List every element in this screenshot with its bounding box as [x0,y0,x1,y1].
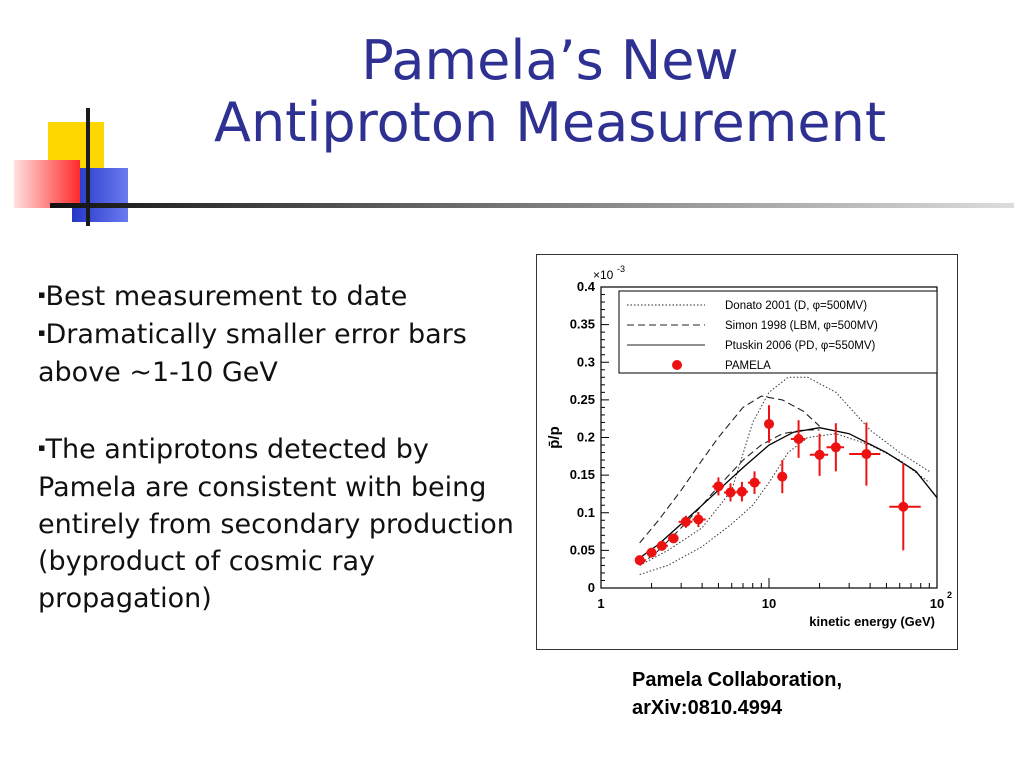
bullet-square-icon: ▪ [38,326,46,339]
y-multiplier-exponent: -3 [617,264,625,274]
legend-pamela-marker [672,360,682,370]
caption-line-1: Pamela Collaboration, [632,669,843,691]
x-axis-label: kinetic energy (GeV) [809,614,935,629]
title-line-2: Antiproton Measurement [214,91,886,154]
legend-box [618,290,938,374]
y-tick-label: 0.1 [577,505,595,520]
donato-upper-curve [639,376,930,566]
x-tick-label: 10 [762,596,776,611]
pamela-point [656,540,667,551]
pamela-point [764,418,774,429]
pamela-point [830,442,841,453]
pamela-point [713,481,724,492]
y-axis-label: p̄/p [546,426,563,449]
deco-blue-square [72,168,128,222]
pamela-point [634,555,645,566]
x-tick-exponent: 2 [947,590,952,600]
x-tick-label: 1 [597,596,604,611]
bullet-square-icon: ▪ [38,288,46,301]
pamela-point [898,501,909,512]
y-tick-label: 0 [588,580,595,595]
slide-title: Pamela’s New Antiproton Measurement [120,30,980,154]
deco-red-square [14,160,80,208]
pamela-point [749,477,760,488]
pamela-point [668,533,679,544]
bullet-text: Dramatically smaller error bars above ~1… [38,319,467,388]
bullet-square-icon: ▪ [38,441,46,454]
simon-upper-curve [639,395,820,544]
legend-label: Ptuskin 2006 (PD, φ=550MV) [725,340,875,352]
bullet-item: ▪Dramatically smaller error bars above ~… [38,316,518,391]
pamela-point [646,547,657,558]
y-tick-label: 0.05 [570,542,595,557]
bullet-item: ▪The antiprotons detected by Pamela are … [38,431,518,617]
ptuskin-curve [639,427,938,559]
legend-label: Donato 2001 (D, φ=500MV) [725,300,867,312]
pamela-point [777,471,788,482]
deco-horizontal-rule [50,203,1014,208]
pamela-point [736,486,747,497]
pamela-point [814,449,825,460]
y-tick-label: 0.2 [577,430,595,445]
figure-caption: Pamela Collaboration, arXiv:0810.4994 [632,666,842,722]
bullet-text: The antiprotons detected by Pamela are c… [38,434,514,614]
legend-label: PAMELA [725,360,771,372]
bullet-list: ▪Best measurement to date ▪Dramatically … [38,278,518,617]
y-tick-label: 0.3 [577,354,595,369]
y-tick-label: 0.25 [570,392,595,407]
pamela-point [861,449,872,460]
chart-frame: 0 0.05 0.1 0.15 0.2 0.25 0.3 0.35 0.4 ×10 -3 1 10 10 2… [536,254,958,650]
x-tick-label: 10 [930,596,944,611]
y-tick-label: 0.4 [577,279,596,294]
caption-line-2: arXiv:0810.4994 [632,697,783,719]
pamela-point [793,434,804,445]
legend-label: Simon 1998 (LBM, φ=500MV) [725,320,878,332]
bullet-item: ▪Best measurement to date [38,278,518,316]
y-tick-label: 0.15 [570,467,595,482]
donato-lower-curve [639,433,930,575]
pamela-point [680,516,691,527]
pamela-point [725,487,736,498]
deco-vertical-line [86,108,90,226]
y-multiplier-label: ×10 [593,268,614,282]
antiproton-ratio-chart: 00.050.10.150.20.250.30.350.4×10 -31 10 102… [546,264,952,629]
title-line-1: Pamela’s New [361,29,739,92]
pamela-point [693,514,704,525]
bullet-text: Best measurement to date [45,281,408,312]
y-tick-label: 0.35 [570,317,595,332]
